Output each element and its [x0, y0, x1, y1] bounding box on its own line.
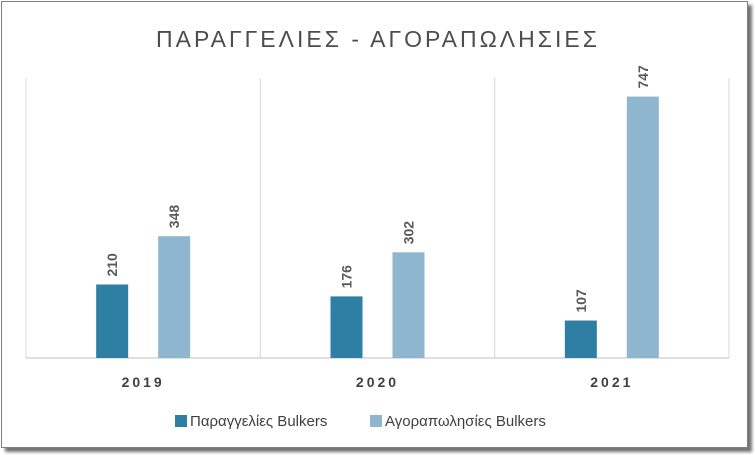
bar — [158, 236, 191, 358]
data-label: 176 — [339, 265, 355, 289]
legend-swatch — [175, 415, 187, 427]
legend-label: Αγοραπωλησίες Bulkers — [385, 413, 546, 430]
chart-title: ΠΑΡΑΓΓΕΛΙΕΣ - ΑΓΟΡΑΠΩΛΗΣΙΕΣ — [156, 26, 600, 52]
data-label: 107 — [573, 289, 589, 313]
legend-swatch — [370, 415, 382, 427]
x-tick-label: 2020 — [356, 374, 399, 390]
data-label: 747 — [635, 65, 651, 89]
legend-label: Παραγγελίες Bulkers — [190, 413, 327, 430]
legend: Παραγγελίες Bulkers Αγοραπωλησίες Bulkers — [175, 413, 546, 430]
x-tick-label: 2021 — [590, 374, 633, 390]
bar — [392, 252, 425, 358]
plot-area: 210 348 2019 176 302 2020 107 747 2021 — [25, 65, 730, 390]
bar — [96, 284, 129, 358]
data-label: 302 — [401, 221, 417, 245]
chart-frame — [1, 1, 748, 448]
x-tick-label: 2019 — [122, 374, 165, 390]
data-label: 348 — [166, 205, 182, 229]
bar — [626, 96, 659, 359]
bar — [564, 320, 597, 358]
bar — [330, 296, 363, 358]
data-label: 210 — [104, 253, 120, 277]
